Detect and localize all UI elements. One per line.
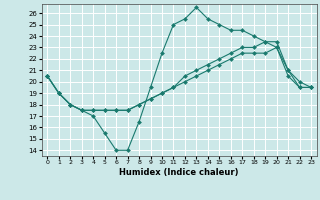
X-axis label: Humidex (Indice chaleur): Humidex (Indice chaleur) xyxy=(119,168,239,177)
